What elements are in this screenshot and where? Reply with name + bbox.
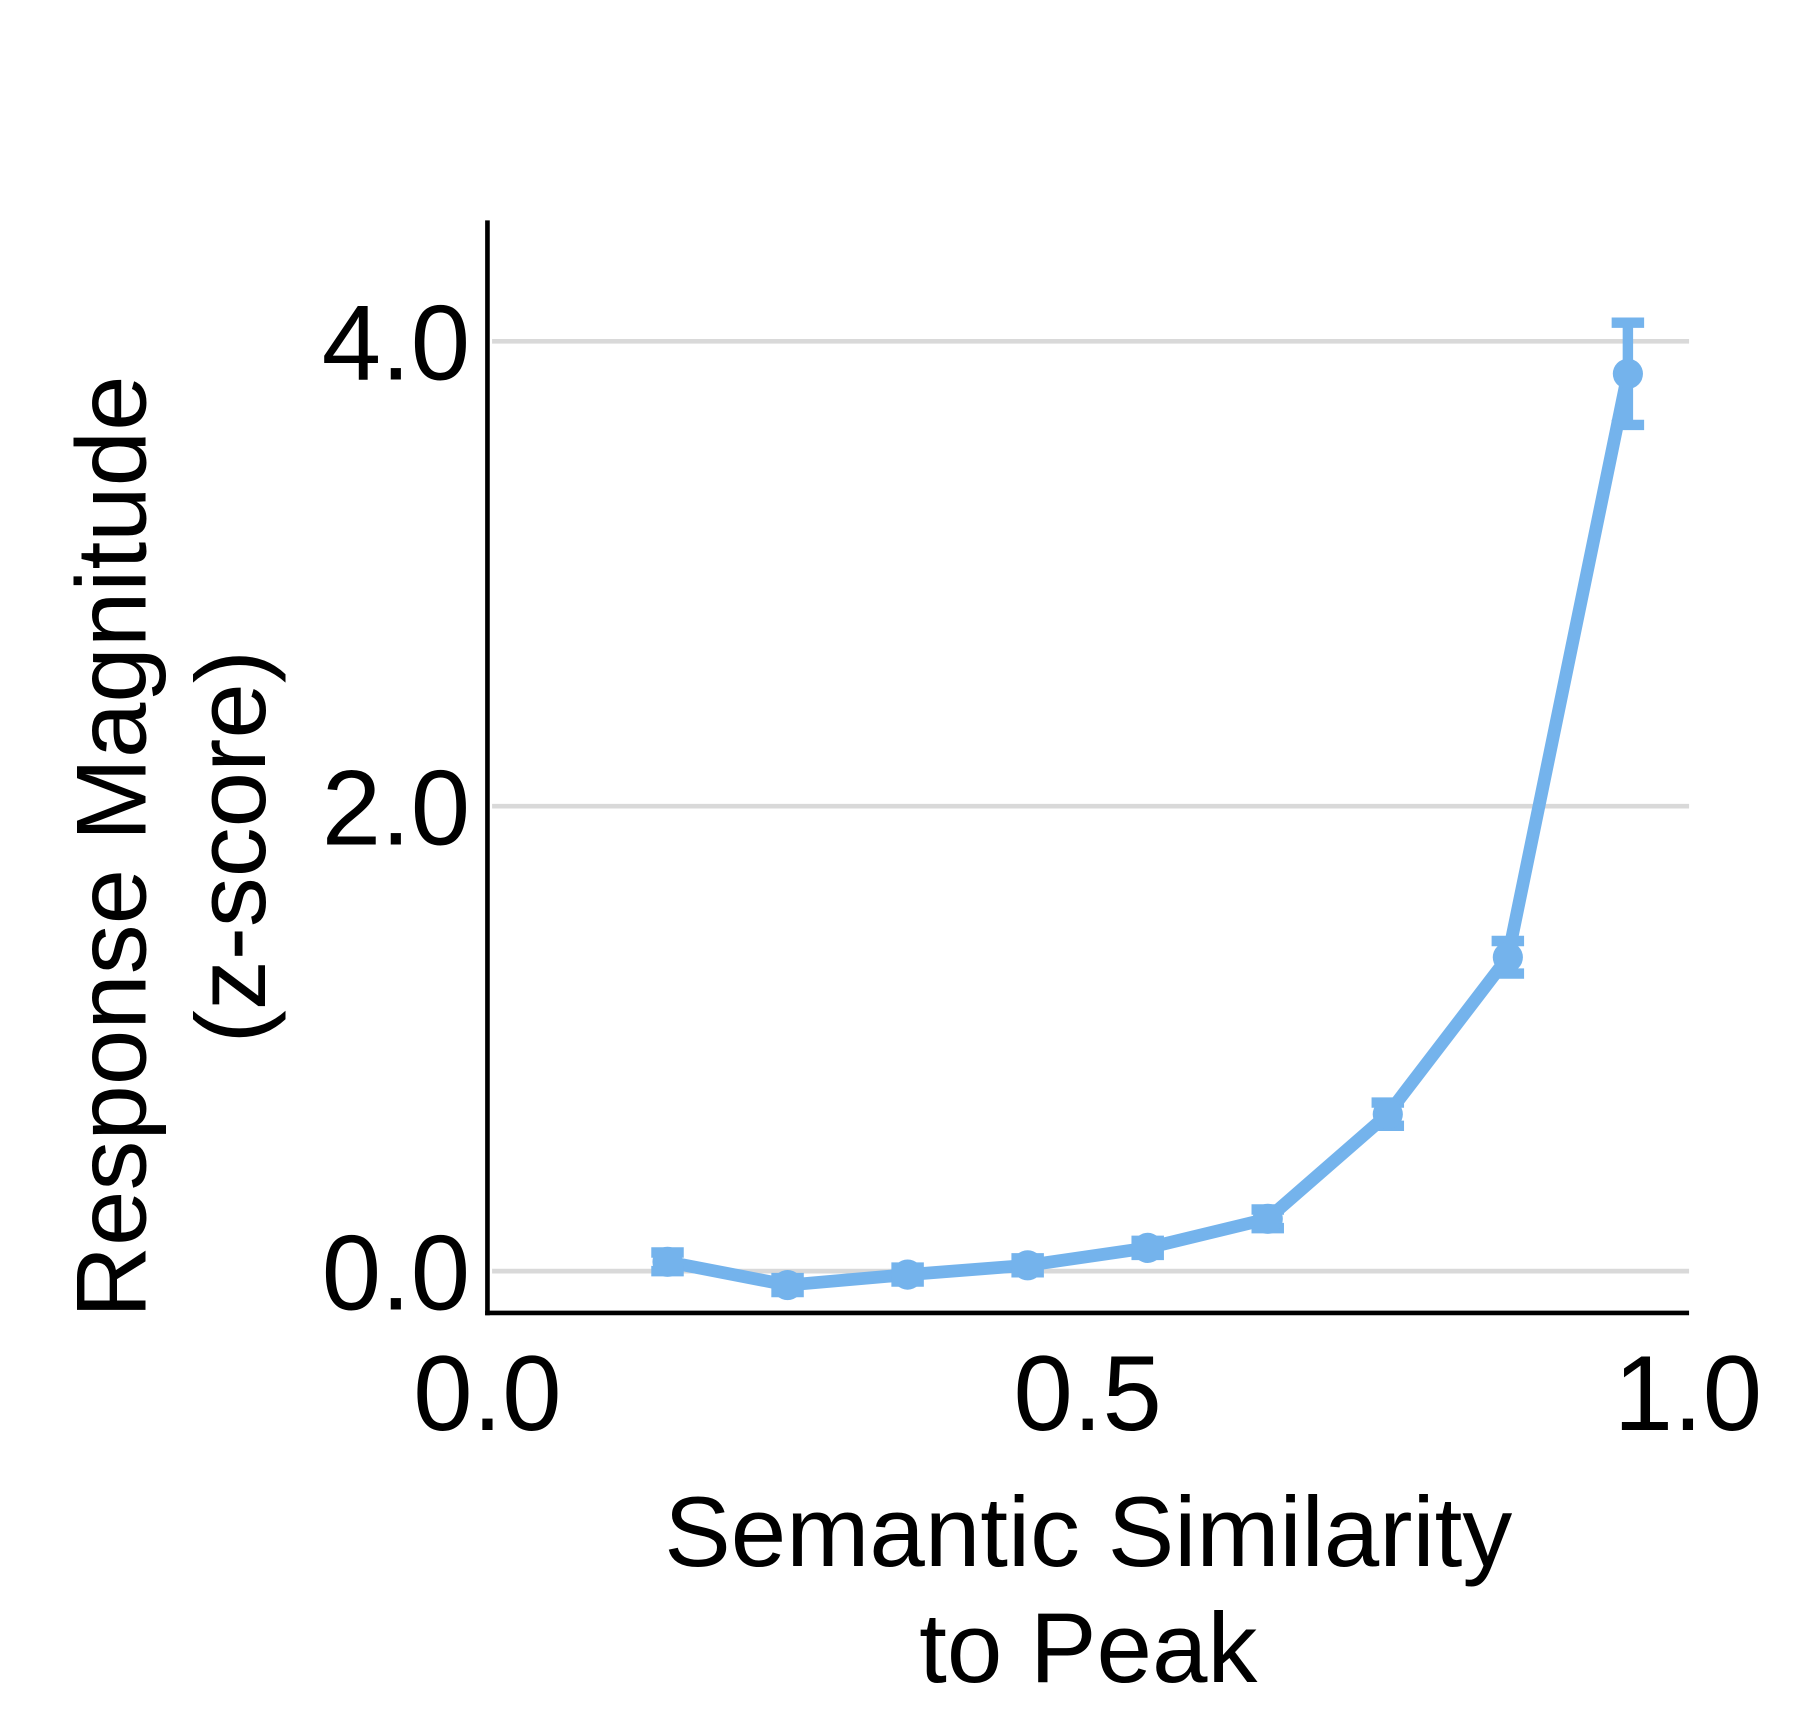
series-line — [666, 372, 1635, 1292]
x-tick-label: 1.0 — [1614, 1333, 1762, 1453]
data-point — [1012, 1250, 1043, 1281]
x-axis-label-line1: Semantic Similarity — [664, 1477, 1512, 1588]
x-axis-label-line2: to Peak — [919, 1593, 1258, 1704]
x-tick-labels: 0.0 0.5 1.0 — [413, 1333, 1762, 1453]
x-tick-label: 0.0 — [413, 1333, 561, 1453]
data-point — [1372, 1099, 1403, 1130]
y-axis-label-line1: Response Magnitude — [56, 375, 167, 1318]
gridlines — [492, 338, 1690, 1274]
data-point — [652, 1246, 683, 1277]
data-point — [1492, 942, 1523, 973]
data-point — [1252, 1203, 1283, 1234]
data-point — [1612, 358, 1643, 389]
x-tick-label: 0.5 — [1014, 1333, 1162, 1453]
data-point — [1132, 1232, 1163, 1263]
data-point — [892, 1259, 923, 1290]
y-tick-label: 2.0 — [322, 747, 470, 867]
data-point — [772, 1269, 803, 1301]
series-group — [651, 317, 1645, 1301]
y-axis-label-line2: (z-score) — [176, 650, 287, 1043]
y-tick-label: 0.0 — [322, 1212, 470, 1332]
y-tick-labels: 0.0 2.0 4.0 — [322, 283, 470, 1333]
y-tick-label: 4.0 — [322, 283, 470, 403]
